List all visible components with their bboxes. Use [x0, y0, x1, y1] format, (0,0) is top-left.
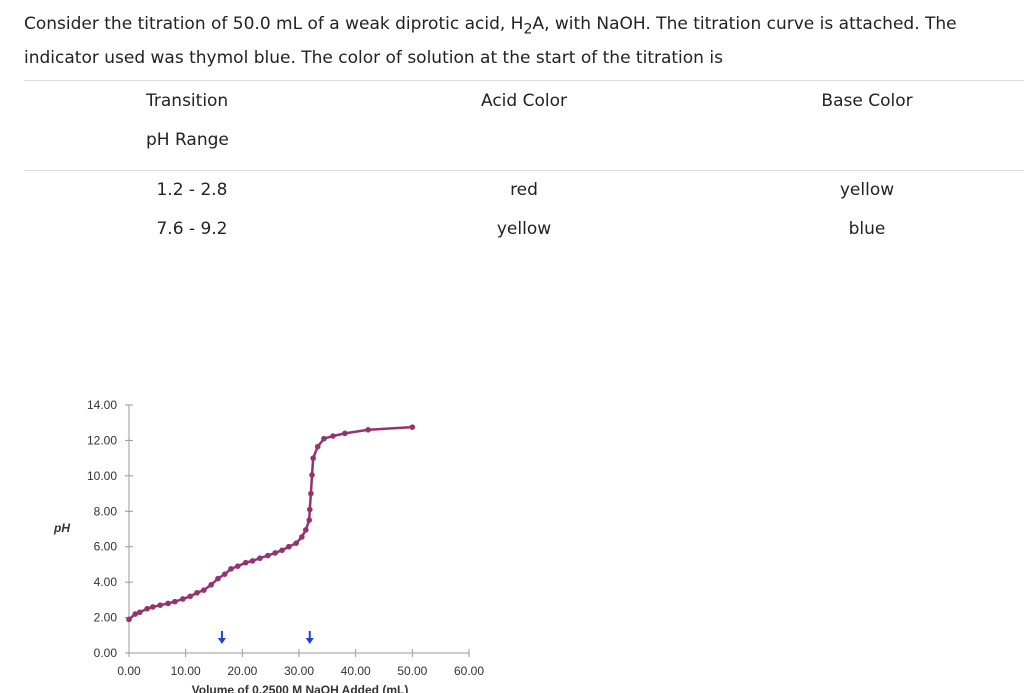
data-point [215, 575, 221, 582]
table-border [24, 170, 1024, 171]
data-point [309, 472, 315, 478]
y-tick-label: 14.00 [87, 398, 117, 412]
data-point [228, 566, 234, 572]
question-text: Consider the titration of 50.0 mL of a w… [24, 14, 524, 34]
y-tick-label: 8.00 [94, 504, 118, 518]
data-point [157, 602, 163, 608]
y-tick-label: 12.00 [87, 433, 117, 447]
data-point [201, 587, 207, 593]
data-point [194, 589, 200, 596]
question: Consider the titration of 50.0 mL of a w… [24, 10, 1009, 73]
data-point [314, 443, 321, 450]
table-header: Acid Color [481, 91, 567, 111]
y-tick-label: 2.00 [94, 611, 118, 625]
x-tick-label: 10.00 [171, 664, 201, 678]
data-point [306, 517, 313, 523]
data-point [208, 582, 214, 588]
table-cell: blue [848, 219, 886, 239]
data-point [165, 600, 171, 607]
x-tick-label: 30.00 [284, 664, 314, 678]
arrow [217, 631, 226, 644]
data-point [286, 543, 292, 550]
arrow [305, 631, 314, 644]
data-point [257, 555, 263, 562]
data-point [144, 605, 150, 612]
data-point [249, 558, 256, 564]
data-point [265, 552, 271, 559]
data-point [299, 534, 305, 540]
table-header: pH Range [146, 130, 229, 150]
y-tick-label: 6.00 [94, 540, 118, 554]
data-point [308, 490, 314, 497]
data-point [272, 550, 279, 556]
x-tick-label: 40.00 [341, 664, 371, 678]
data-point [293, 540, 299, 546]
table-cell: yellow [496, 219, 552, 239]
table-cell: 1.2 - 2.8 [156, 180, 228, 200]
table-cell: yellow [839, 180, 895, 200]
data-point [330, 433, 336, 439]
data-point [365, 427, 371, 433]
table-cell: 7.6 - 9.2 [156, 219, 228, 239]
data-point [321, 435, 327, 442]
y-tick-label: 0.00 [94, 646, 118, 660]
data-point [235, 563, 241, 569]
data-point [303, 527, 309, 533]
x-axis-label: Volume of 0.2500 M NaOH Added (mL) [192, 683, 409, 693]
table-border [24, 80, 1024, 81]
data-point [310, 455, 316, 461]
data-point [242, 559, 249, 566]
x-tick-label: 60.00 [454, 664, 484, 678]
data-point [126, 616, 132, 623]
table-header: Base Color [821, 91, 913, 111]
data-point [187, 593, 193, 600]
y-tick-label: 4.00 [94, 575, 118, 589]
x-tick-label: 50.00 [397, 664, 427, 678]
data-point [136, 609, 143, 616]
data-point [132, 611, 139, 617]
data-point [172, 598, 178, 605]
question-text: A, with NaOH. The titration curve is att… [24, 14, 957, 69]
curve [128, 425, 413, 621]
data-point [279, 547, 285, 554]
y-tick-label: 10.00 [87, 469, 117, 483]
chart: pH Volume of 0.2500 M NaOH Added (mL) 0.… [53, 398, 484, 693]
data-point [342, 430, 348, 437]
table-cell: red [510, 180, 538, 200]
data-point [409, 424, 416, 430]
table-header: Transition [146, 91, 229, 111]
y-axis-label: pH [53, 521, 70, 535]
data-point [221, 571, 228, 577]
data-point [180, 596, 186, 602]
x-tick-label: 0.00 [117, 664, 141, 678]
data-point [150, 604, 156, 610]
subscript: 2 [523, 21, 533, 38]
data-point [306, 506, 313, 513]
x-tick-label: 20.00 [227, 664, 257, 678]
